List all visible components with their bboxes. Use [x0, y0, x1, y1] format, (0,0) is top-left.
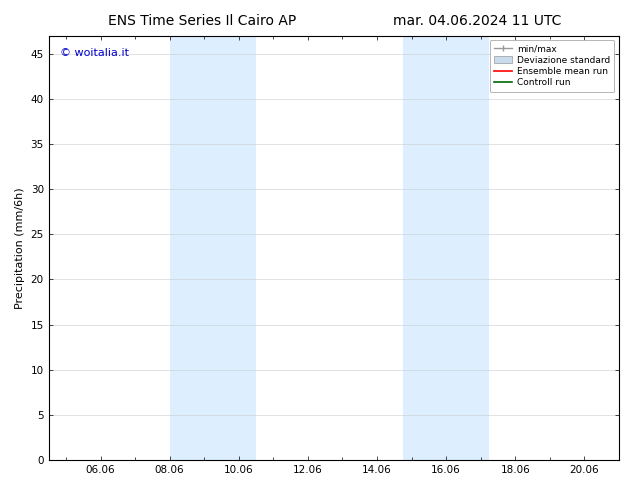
Bar: [170, 36, 256, 460]
Text: © woitalia.it: © woitalia.it: [60, 49, 129, 58]
Bar: [403, 36, 489, 460]
Text: mar. 04.06.2024 11 UTC: mar. 04.06.2024 11 UTC: [393, 14, 562, 28]
Text: ENS Time Series Il Cairo AP: ENS Time Series Il Cairo AP: [108, 14, 296, 28]
Legend: min/max, Deviazione standard, Ensemble mean run, Controll run: min/max, Deviazione standard, Ensemble m…: [489, 40, 614, 92]
Y-axis label: Precipitation (mm/6h): Precipitation (mm/6h): [15, 187, 25, 309]
